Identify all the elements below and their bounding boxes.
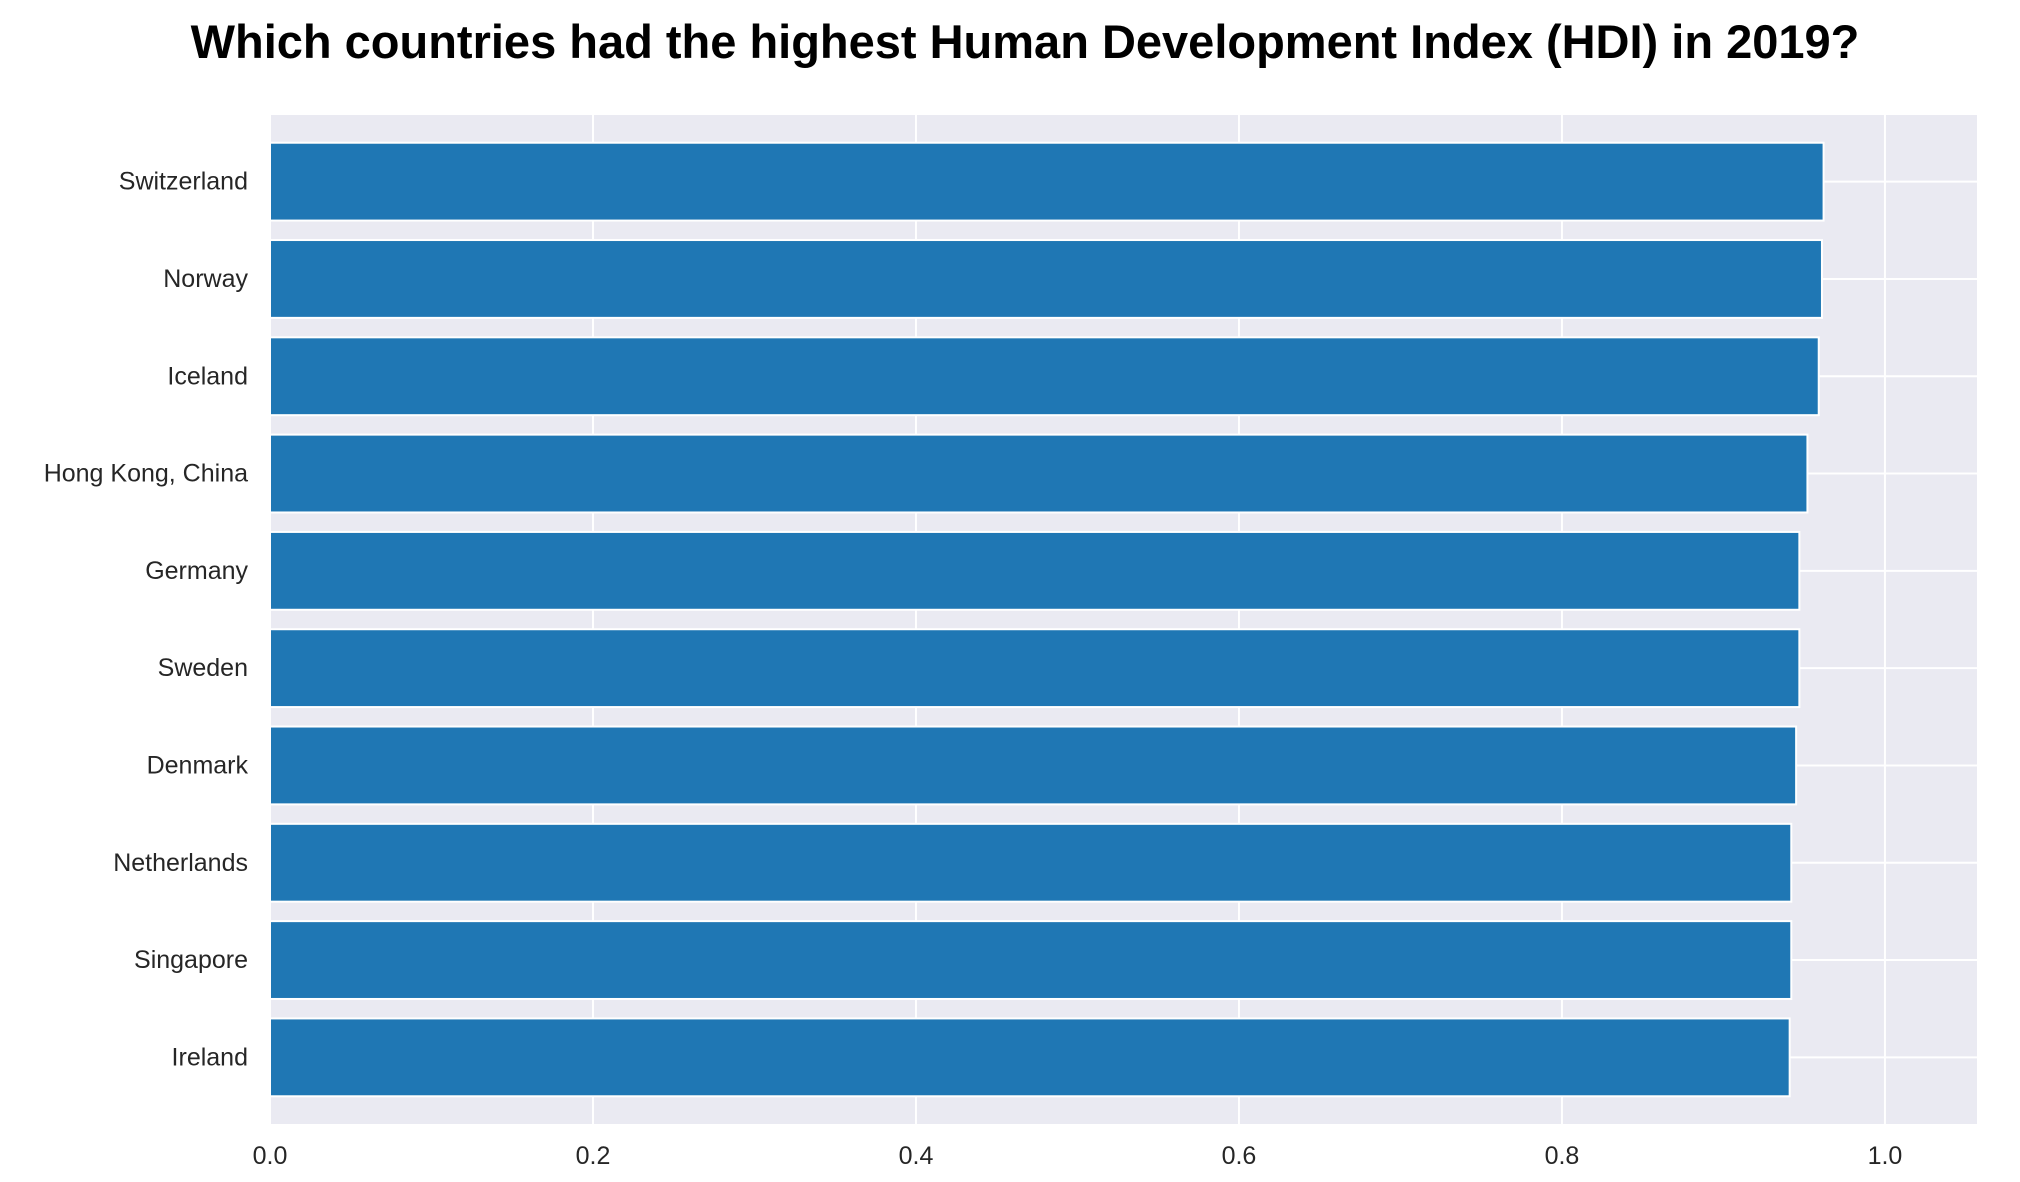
x-tick-label: 0.4 [899,1142,934,1170]
y-tick-label: Ireland [172,1043,248,1071]
y-tick-label: Netherlands [113,849,248,877]
y-tick-label: Sweden [158,654,248,682]
bar [269,822,1793,903]
y-tick-label: Denmark [147,751,249,779]
bar [269,725,1798,806]
bars [269,141,1825,1098]
x-axis-labels: 0.0 0.2 0.4 0.6 0.8 1.0 [253,1142,1903,1170]
chart-title: Which countries had the highest Human De… [190,15,1860,68]
bar [269,239,1823,319]
y-axis-labels: Switzerland Norway Iceland Hong Kong, China… [44,168,249,1072]
bar [269,141,1825,222]
x-tick-label: 0.0 [253,1142,288,1170]
y-tick-label: Iceland [167,362,248,390]
y-tick-label: Norway [163,265,248,293]
bar [269,336,1820,417]
y-tick-label: Switzerland [119,168,248,196]
bar [269,920,1793,1000]
x-tick-label: 0.8 [1545,1142,1580,1170]
x-tick-label: 0.2 [576,1142,611,1170]
bar [269,530,1801,611]
bar [269,433,1809,514]
x-tick-label: 1.0 [1868,1142,1903,1170]
y-tick-label: Hong Kong, China [44,460,248,488]
y-tick-label: Germany [145,557,248,585]
bar [269,1017,1791,1098]
y-tick-label: Singapore [134,946,248,974]
x-tick-label: 0.6 [1222,1142,1257,1170]
bar [269,628,1801,709]
